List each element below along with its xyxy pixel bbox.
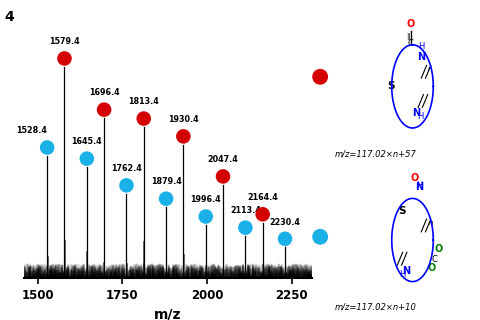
Text: H: H xyxy=(417,112,423,122)
Text: 4: 4 xyxy=(5,10,14,24)
Text: 1813.4: 1813.4 xyxy=(128,97,159,106)
Text: 1996.4: 1996.4 xyxy=(191,195,221,204)
Point xyxy=(202,214,210,219)
Text: H: H xyxy=(399,270,406,279)
Text: N: N xyxy=(402,266,410,276)
Text: C: C xyxy=(432,255,438,264)
Text: n: n xyxy=(428,66,432,72)
Point xyxy=(259,212,266,217)
Text: 1696.4: 1696.4 xyxy=(89,88,120,97)
Point xyxy=(43,145,51,150)
Text: 1762.4: 1762.4 xyxy=(111,164,142,173)
Text: O: O xyxy=(434,244,443,254)
Text: n: n xyxy=(429,220,433,226)
Point xyxy=(316,234,324,239)
Text: 1645.4: 1645.4 xyxy=(72,137,102,146)
Text: 2047.4: 2047.4 xyxy=(208,155,239,164)
Text: O: O xyxy=(427,263,435,273)
Text: N: N xyxy=(417,52,425,62)
Text: 2113.4: 2113.4 xyxy=(230,206,261,215)
Text: ‖: ‖ xyxy=(407,33,410,40)
Text: H: H xyxy=(416,181,422,190)
Point xyxy=(83,156,91,161)
Point xyxy=(281,236,289,241)
Point xyxy=(162,196,170,201)
Text: 1879.4: 1879.4 xyxy=(151,178,181,187)
Text: m/z=117.02×n+57: m/z=117.02×n+57 xyxy=(335,149,416,158)
Text: N: N xyxy=(416,182,424,192)
Text: O: O xyxy=(407,19,415,29)
Text: O: O xyxy=(410,173,419,183)
Point xyxy=(140,116,147,121)
Text: S: S xyxy=(398,206,406,216)
Text: m/z=117.02×n+10: m/z=117.02×n+10 xyxy=(335,303,416,312)
X-axis label: m/z: m/z xyxy=(154,308,182,320)
Text: H: H xyxy=(418,42,424,51)
Text: C: C xyxy=(408,39,414,48)
Text: 1528.4: 1528.4 xyxy=(16,126,47,135)
Point xyxy=(122,183,130,188)
Point xyxy=(316,74,324,79)
Text: N: N xyxy=(413,108,421,118)
Text: S: S xyxy=(387,81,395,92)
Point xyxy=(180,134,187,139)
Text: 2230.4: 2230.4 xyxy=(270,218,300,227)
Point xyxy=(241,225,249,230)
Text: 1579.4: 1579.4 xyxy=(49,37,80,46)
Point xyxy=(60,56,68,61)
Text: 1930.4: 1930.4 xyxy=(168,115,199,124)
Point xyxy=(219,174,227,179)
Point xyxy=(100,107,108,112)
Text: 2164.4: 2164.4 xyxy=(247,193,278,202)
